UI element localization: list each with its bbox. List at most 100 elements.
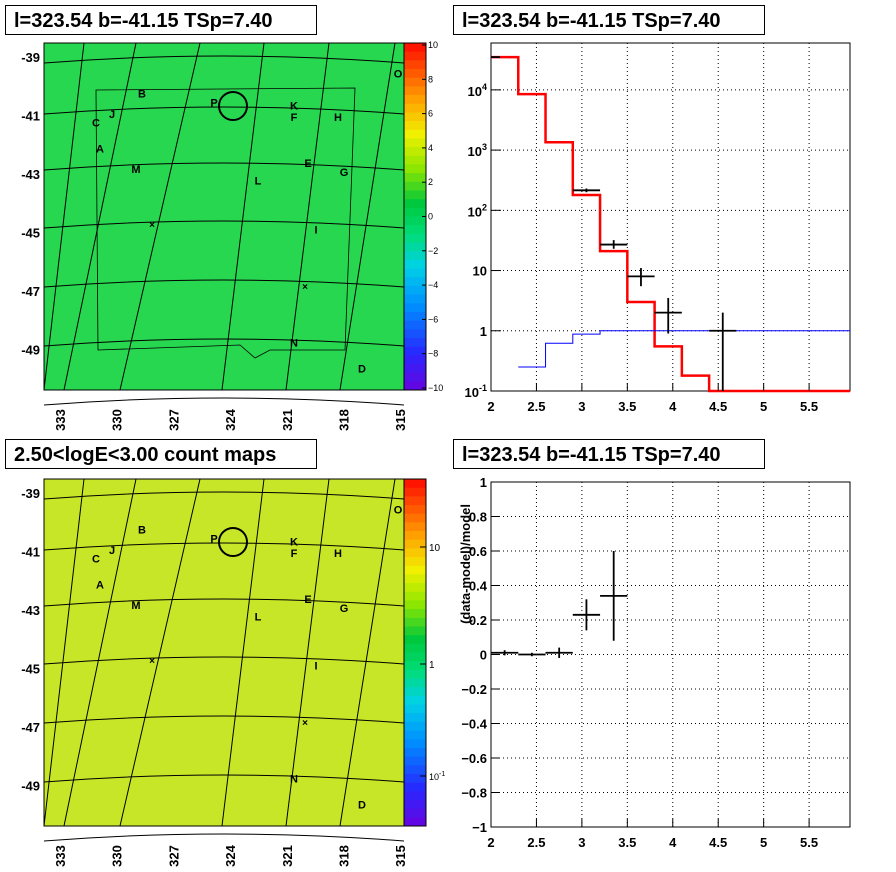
x-tick-label: 5 bbox=[760, 399, 767, 414]
map-background bbox=[44, 479, 404, 826]
x-tick-label: 333 bbox=[53, 409, 68, 431]
y-tick-label: 10-1 bbox=[465, 383, 487, 400]
y-tick-label: -39 bbox=[21, 50, 40, 65]
colorbar-segment bbox=[404, 181, 426, 191]
colorbar-segment bbox=[404, 43, 426, 53]
source-labels: O B P K CJ F H A M E G L I N D × × bbox=[92, 68, 403, 375]
colorbar-segment bbox=[404, 233, 426, 243]
colorbar-segment bbox=[404, 69, 426, 79]
y-tick-label: 10 bbox=[473, 264, 487, 279]
colorbar-segment bbox=[404, 277, 426, 287]
colorbar-segment bbox=[404, 320, 426, 330]
y-tick-label: 102 bbox=[468, 202, 487, 219]
data-point bbox=[600, 240, 628, 249]
colorbar-segment bbox=[404, 329, 426, 339]
data-point bbox=[709, 312, 737, 391]
colorbar-segment bbox=[404, 355, 426, 365]
source-label: J bbox=[109, 109, 115, 121]
roi-outline bbox=[95, 87, 356, 359]
colorbar-segment bbox=[404, 294, 426, 304]
y-tick-label: -47 bbox=[21, 284, 40, 299]
source-label: C bbox=[92, 118, 100, 130]
spectrum-chart: 2 2.5 3 3.5 4 4.5 5 5.5 10-1 1 10 102 103 104 bbox=[465, 42, 851, 414]
colorbar-segment bbox=[404, 207, 426, 217]
colorbar-segment bbox=[404, 242, 426, 252]
x-tick-label: 4 bbox=[669, 399, 677, 414]
colorbar-segment bbox=[404, 311, 426, 322]
colorbar-segment bbox=[404, 51, 426, 61]
x-tick-label: 315 bbox=[393, 409, 408, 431]
colorbar-tick-label: 10 bbox=[428, 40, 438, 50]
colorbar-tick-label: 0 bbox=[428, 212, 433, 222]
colorbar-tick-label: 4 bbox=[428, 143, 433, 153]
longitude-line bbox=[43, 42, 85, 391]
colorbar-tick-label: −10 bbox=[428, 383, 443, 393]
source-marker: × bbox=[149, 220, 155, 231]
map-grid-lines bbox=[43, 42, 405, 406]
x-tick-label: 330 bbox=[110, 409, 125, 431]
colorbar-segment bbox=[404, 164, 426, 174]
colorbar-segment bbox=[404, 112, 426, 122]
colorbar-segment bbox=[404, 121, 426, 131]
x-tick-label: 324 bbox=[223, 408, 238, 430]
source-label: G bbox=[340, 167, 349, 179]
colorbar-segment bbox=[404, 95, 426, 105]
x-tick-label: 4.5 bbox=[709, 399, 727, 414]
colorbar-tick-label: 2 bbox=[428, 177, 433, 187]
source-label: P bbox=[210, 97, 217, 109]
longitude-line bbox=[119, 42, 201, 391]
latitude-line bbox=[43, 397, 405, 406]
colorbar-segment bbox=[404, 346, 426, 356]
source-marker: × bbox=[302, 282, 308, 293]
source-label: I bbox=[314, 225, 317, 237]
x-tick-label: 3.5 bbox=[618, 399, 636, 414]
source-label: M bbox=[131, 164, 140, 176]
source-label: A bbox=[96, 144, 104, 156]
colorbar-segment bbox=[404, 147, 426, 157]
colorbar-segment bbox=[404, 77, 426, 87]
colorbar-segment bbox=[404, 364, 426, 374]
source-label: K bbox=[290, 100, 298, 112]
model-source-step bbox=[518, 330, 850, 368]
map-background bbox=[44, 43, 404, 390]
colorbar-segment bbox=[404, 251, 426, 261]
colorbar-tick-label: 8 bbox=[428, 74, 433, 84]
colorbar-segment bbox=[404, 216, 426, 226]
x-tick-label: 2.5 bbox=[527, 399, 545, 414]
colorbar-segment bbox=[404, 155, 426, 165]
top-left-title: l=323.54 b=-41.15 TSp=7.40 bbox=[5, 5, 317, 35]
colorbar-segment bbox=[404, 60, 426, 70]
longitude-line bbox=[285, 42, 330, 391]
x-tick-label: 2 bbox=[487, 399, 494, 414]
source-label: L bbox=[255, 175, 262, 187]
colorbar-segment bbox=[404, 225, 426, 235]
x-tick-label: 5.5 bbox=[800, 399, 818, 414]
bottom-left-title: 2.50<logE<3.00 count maps bbox=[5, 439, 317, 469]
colorbar-segment bbox=[404, 337, 426, 348]
data-point bbox=[627, 268, 655, 287]
source-label: B bbox=[138, 89, 146, 101]
residual-map-chart: O B P K CJ F H A M E G L I N D × × -39 -41 -43 -45 -47 -49 333 3… bbox=[21, 40, 443, 431]
source-label: E bbox=[304, 158, 311, 170]
colorbar-segment bbox=[404, 199, 426, 209]
latitude-line bbox=[43, 55, 405, 64]
longitude-line bbox=[339, 42, 396, 391]
colorbar-tick-label: −2 bbox=[428, 246, 438, 256]
colorbar-segment bbox=[404, 285, 426, 296]
colorbar-segment bbox=[404, 138, 426, 148]
y-tick-label: -43 bbox=[21, 167, 40, 182]
y-tick-label: 1 bbox=[480, 324, 487, 339]
x-tick-label: 321 bbox=[280, 409, 295, 431]
colorbar-segment bbox=[404, 190, 426, 200]
target-circle bbox=[218, 91, 248, 121]
latitude-line bbox=[43, 338, 405, 347]
bottom-right-title: l=323.54 b=-41.15 TSp=7.40 bbox=[453, 439, 765, 469]
source-label: F bbox=[291, 112, 298, 124]
plot-frame bbox=[490, 42, 851, 392]
latitude-line bbox=[43, 162, 405, 171]
latitude-line bbox=[43, 220, 405, 229]
data-point bbox=[491, 56, 501, 58]
data-point bbox=[654, 298, 682, 334]
source-label: D bbox=[358, 363, 366, 375]
